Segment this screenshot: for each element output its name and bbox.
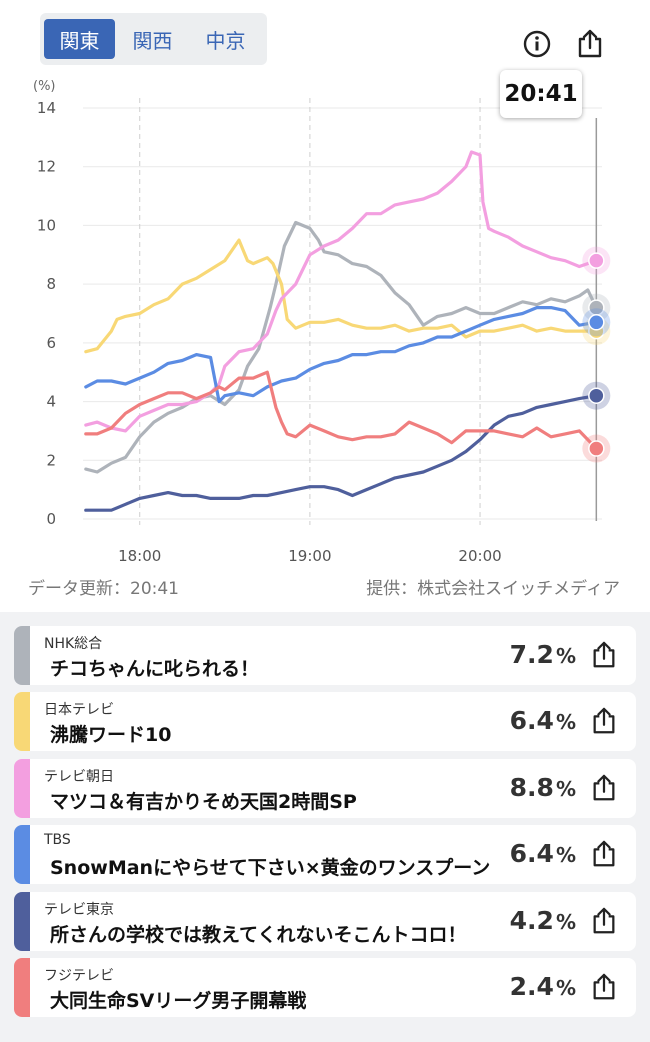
region-tabs: 関東 関西 中京 bbox=[40, 13, 267, 65]
y-tick-label: 2 bbox=[46, 451, 56, 469]
series-end-marker bbox=[588, 440, 605, 457]
rating-value: 7.2% bbox=[510, 640, 576, 669]
program-card[interactable]: テレビ朝日マツコ＆有吉かりそめ天国2時間SP 8.8% bbox=[14, 759, 636, 818]
rating-unit: % bbox=[555, 644, 576, 668]
tab-kansai[interactable]: 関西 bbox=[132, 28, 173, 53]
x-tick-label: 20:00 bbox=[458, 547, 501, 565]
rating-value: 6.4% bbox=[510, 706, 576, 735]
provider-text: 提供：株式会社スイッチメディア bbox=[366, 579, 620, 599]
rating-unit: % bbox=[555, 710, 576, 734]
station-name: フジテレビ bbox=[44, 968, 114, 984]
series-line bbox=[84, 394, 598, 512]
series-end-marker bbox=[588, 252, 605, 269]
rating-unit: % bbox=[555, 777, 576, 801]
series-line bbox=[84, 220, 598, 474]
program-card[interactable]: TBS SnowManにやらせて下さい×黄金のワンスプーン 6.4% bbox=[14, 825, 636, 884]
station-name: テレビ東京 bbox=[44, 902, 114, 918]
station-name: 日本テレビ bbox=[44, 702, 114, 718]
series-line bbox=[84, 150, 598, 433]
rating-number: 4.2 bbox=[509, 906, 554, 935]
share-icon[interactable] bbox=[590, 773, 618, 803]
share-icon[interactable] bbox=[590, 640, 618, 670]
rating-value: 8.8% bbox=[510, 773, 576, 802]
station-color-bar bbox=[14, 759, 30, 818]
x-tick-label: 19:00 bbox=[288, 547, 331, 565]
series-end-marker bbox=[588, 314, 605, 331]
rating-number: 6.4 bbox=[509, 706, 554, 735]
series-end-marker bbox=[588, 387, 605, 404]
program-title: 所さんの学校では教えてくれないそこんトコロ！ bbox=[50, 924, 467, 946]
rating-value: 4.2% bbox=[510, 906, 576, 935]
share-icon[interactable] bbox=[590, 839, 618, 869]
current-time-badge: 20:41 bbox=[500, 70, 582, 118]
y-axis-unit-label: (%) bbox=[33, 79, 56, 94]
station-color-bar bbox=[14, 626, 30, 685]
share-icon[interactable] bbox=[590, 972, 618, 1002]
program-card[interactable]: NHK総合チコちゃんに叱られる！ 7.2% bbox=[14, 626, 636, 685]
y-tick-label: 8 bbox=[46, 275, 56, 293]
share-icon[interactable] bbox=[590, 706, 618, 736]
program-title: マツコ＆有吉かりそめ天国2時間SP bbox=[50, 791, 357, 813]
station-name: NHK総合 bbox=[44, 636, 103, 652]
rating-unit: % bbox=[555, 843, 576, 867]
station-color-bar bbox=[14, 958, 30, 1017]
rating-value: 2.4% bbox=[510, 972, 576, 1001]
rating-number: 6.4 bbox=[509, 839, 554, 868]
y-tick-label: 6 bbox=[46, 334, 56, 352]
y-tick-label: 14 bbox=[37, 99, 56, 117]
y-tick-label: 4 bbox=[46, 393, 56, 411]
station-name: テレビ朝日 bbox=[44, 769, 114, 785]
program-card[interactable]: フジテレビ大同生命SVリーグ男子開幕戦 2.4% bbox=[14, 958, 636, 1017]
station-name: TBS bbox=[44, 832, 71, 848]
rating-unit: % bbox=[555, 976, 576, 1000]
series-line bbox=[84, 370, 598, 451]
x-tick-label: 18:00 bbox=[118, 547, 161, 565]
station-color-bar bbox=[14, 825, 30, 884]
rating-number: 2.4 bbox=[509, 972, 554, 1001]
program-card[interactable]: テレビ東京所さんの学校では教えてくれないそこんトコロ！ 4.2% bbox=[14, 892, 636, 951]
station-color-bar bbox=[14, 692, 30, 751]
rating-unit: % bbox=[555, 910, 576, 934]
rating-number: 8.8 bbox=[509, 773, 554, 802]
series-line bbox=[84, 238, 598, 354]
tab-kanto[interactable]: 関東 bbox=[44, 19, 115, 59]
y-tick-label: 0 bbox=[46, 510, 56, 528]
y-tick-label: 12 bbox=[37, 158, 56, 176]
program-title: 沸騰ワード10 bbox=[50, 724, 172, 746]
share-icon[interactable] bbox=[590, 906, 618, 936]
ratings-line-chart: (%) 0 2 4 6 8 10 12 14 18:00 19:00 20:00 bbox=[33, 79, 611, 565]
program-title: チコちゃんに叱られる！ bbox=[50, 658, 260, 680]
rating-value: 6.4% bbox=[510, 839, 576, 868]
rating-number: 7.2 bbox=[509, 640, 554, 669]
share-icon[interactable] bbox=[572, 26, 608, 62]
y-tick-label: 10 bbox=[37, 216, 56, 234]
program-title: 大同生命SVリーグ男子開幕戦 bbox=[50, 990, 307, 1012]
info-icon[interactable] bbox=[519, 26, 555, 62]
tab-chukyo[interactable]: 中京 bbox=[205, 28, 246, 53]
data-updated-text: データ更新：20:41 bbox=[28, 579, 179, 599]
station-color-bar bbox=[14, 892, 30, 951]
series-line bbox=[84, 306, 598, 404]
program-card[interactable]: 日本テレビ沸騰ワード10 6.4% bbox=[14, 692, 636, 751]
program-title: SnowManにやらせて下さい×黄金のワンスプーン bbox=[50, 857, 491, 879]
